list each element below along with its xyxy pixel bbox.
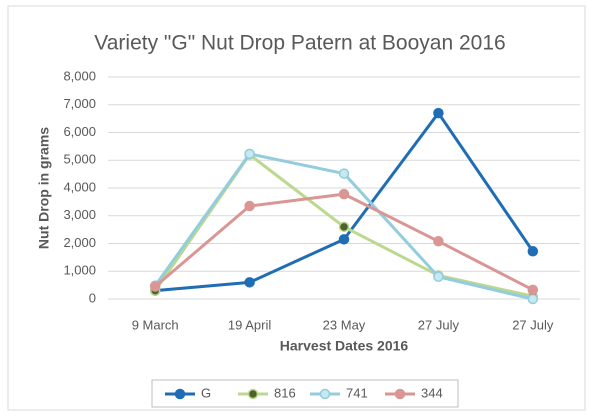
data-point xyxy=(244,200,255,212)
data-point xyxy=(527,246,539,257)
legend-marker xyxy=(394,388,406,400)
data-point xyxy=(149,281,161,292)
legend-label: 344 xyxy=(421,385,443,400)
y-tick-label: 2,000 xyxy=(63,235,96,250)
data-point xyxy=(338,188,350,200)
x-tick-label: 19 April xyxy=(228,317,271,332)
legend-label: 816 xyxy=(274,385,296,400)
y-tick-label: 5,000 xyxy=(63,152,96,167)
data-point xyxy=(338,168,350,179)
data-point xyxy=(527,284,539,296)
y-tick-label: 6,000 xyxy=(63,124,96,139)
x-tick-label: 9 March xyxy=(132,317,179,332)
y-tick-label: 0 xyxy=(89,290,96,305)
y-tick-label: 1,000 xyxy=(63,263,96,278)
y-tick-label: 3,000 xyxy=(63,207,96,222)
y-tick-label: 7,000 xyxy=(63,96,96,111)
x-tick-label: 23 May xyxy=(323,317,366,332)
x-axis-label: Harvest Dates 2016 xyxy=(280,338,409,354)
data-point xyxy=(338,234,350,245)
data-point xyxy=(527,293,539,305)
legend-marker xyxy=(247,388,259,400)
legend-marker xyxy=(319,388,331,400)
legend-label: G xyxy=(201,385,211,400)
x-tick-label: 27 July xyxy=(418,317,460,332)
data-point xyxy=(433,107,444,119)
chart-title: Variety "G" Nut Drop Patern at Booyan 20… xyxy=(94,32,505,55)
y-tick-label: 4,000 xyxy=(63,179,96,194)
y-tick-label: 8,000 xyxy=(63,68,96,83)
data-point xyxy=(433,236,444,247)
x-tick-label: 27 July xyxy=(512,317,554,332)
data-point xyxy=(244,148,255,160)
legend-marker xyxy=(174,388,186,400)
chart-border xyxy=(7,5,586,411)
legend-label: 741 xyxy=(346,385,368,400)
data-point xyxy=(338,221,350,233)
data-point xyxy=(433,271,444,283)
data-point xyxy=(244,277,255,288)
y-axis-label: Nut Drop in grams xyxy=(36,127,52,249)
